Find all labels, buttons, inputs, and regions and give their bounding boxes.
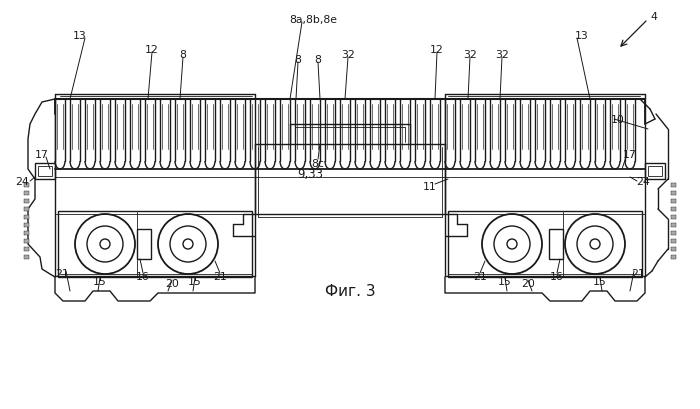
Text: 24: 24 [15,177,29,187]
Text: 20: 20 [165,278,179,288]
Bar [671,255,676,259]
Text: 15: 15 [593,276,607,286]
Text: 12: 12 [145,45,159,55]
Circle shape [183,239,193,249]
Bar [24,223,29,227]
Text: 12: 12 [430,45,444,55]
Text: 8: 8 [180,50,186,60]
Text: 21: 21 [55,268,69,278]
Text: 17: 17 [35,150,49,160]
Bar [24,239,29,243]
Bar [24,231,29,236]
Circle shape [507,239,517,249]
Text: 15: 15 [498,276,512,286]
Bar [24,247,29,252]
Text: 32: 32 [463,50,477,60]
Bar [671,184,676,188]
Text: 20: 20 [521,278,535,288]
Text: 10: 10 [611,115,625,125]
Text: 8a,8b,8е: 8a,8b,8е [289,15,337,25]
Text: 13: 13 [575,31,589,41]
Text: 11: 11 [423,182,437,191]
Text: 32: 32 [495,50,509,60]
Bar [671,247,676,252]
Bar [448,211,642,277]
Bar [24,216,29,220]
Bar [137,229,151,259]
Bar [24,191,29,196]
Bar [671,231,676,236]
Text: 8c: 8c [312,159,324,169]
Bar [38,166,52,177]
Text: 8: 8 [295,55,302,65]
Bar [671,200,676,204]
Bar [671,223,676,227]
Circle shape [100,239,110,249]
Text: 15: 15 [188,276,202,286]
Text: 21: 21 [473,271,487,281]
Text: 4: 4 [650,12,657,22]
Bar [648,166,662,177]
Bar [645,164,665,180]
Bar [24,200,29,204]
Text: 9,33: 9,33 [297,168,323,181]
Bar [24,184,29,188]
Bar [35,164,55,180]
Bar [671,207,676,211]
Text: Фиг. 3: Фиг. 3 [325,284,375,299]
Text: 13: 13 [73,31,87,41]
Bar [58,211,252,277]
Text: 16: 16 [550,271,564,281]
Bar [671,239,676,243]
Bar [24,255,29,259]
Text: 21: 21 [631,268,645,278]
Bar [671,216,676,220]
Text: 15: 15 [93,276,107,286]
Bar [24,207,29,211]
Text: 17: 17 [623,150,637,160]
Circle shape [590,239,600,249]
Bar [549,229,563,259]
Bar [671,191,676,196]
Text: 21: 21 [213,271,227,281]
Text: 8: 8 [314,55,321,65]
Text: 32: 32 [341,50,355,60]
Text: 16: 16 [136,271,150,281]
Text: 24: 24 [636,177,650,187]
